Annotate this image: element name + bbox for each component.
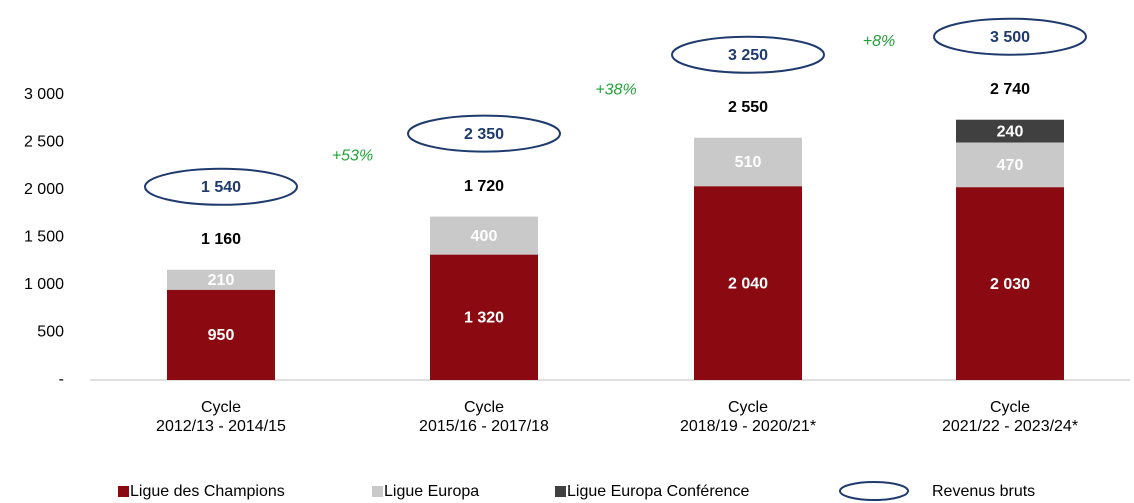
data-label: 510 xyxy=(735,154,762,171)
bar-segment xyxy=(956,119,1064,143)
y-tick-label: 1 500 xyxy=(24,229,64,246)
legend-label: Ligue Europa Conférence xyxy=(567,483,749,500)
bar-segment xyxy=(956,187,1064,380)
total-label: 2 740 xyxy=(990,81,1030,98)
x-tick-label: Cycle xyxy=(464,399,504,416)
x-tick-label: 2015/16 - 2017/18 xyxy=(419,418,549,435)
data-label: 470 xyxy=(997,157,1024,174)
gross-oval xyxy=(144,167,298,206)
gross-label: 2 350 xyxy=(464,126,504,143)
legend-oval xyxy=(839,481,909,501)
y-tick-label: 3 000 xyxy=(24,86,64,103)
y-tick-label: 2 500 xyxy=(24,134,64,151)
data-label: 950 xyxy=(208,327,235,344)
x-tick-label: Cycle xyxy=(990,399,1030,416)
bar-segment xyxy=(430,254,538,380)
data-label: 2 040 xyxy=(728,275,768,292)
x-tick-label: 2012/13 - 2014/15 xyxy=(156,418,286,435)
legend-swatch xyxy=(555,486,566,497)
gross-label: 3 250 xyxy=(728,47,768,64)
data-label: 1 320 xyxy=(464,310,504,327)
data-label: 2 030 xyxy=(990,276,1030,293)
legend-swatch xyxy=(372,486,383,497)
y-tick-label: - xyxy=(59,371,64,388)
bar-segment xyxy=(167,269,275,290)
gross-label: 3 500 xyxy=(990,29,1030,46)
x-tick-label: 2018/19 - 2020/21* xyxy=(680,418,816,435)
legend-label: Revenus bruts xyxy=(932,483,1035,500)
total-label: 2 550 xyxy=(728,99,768,116)
legend-swatch xyxy=(118,486,129,497)
data-label: 240 xyxy=(997,123,1024,140)
gross-oval xyxy=(407,114,561,153)
y-tick-label: 500 xyxy=(37,324,64,341)
data-label: 400 xyxy=(471,228,498,245)
gross-oval xyxy=(933,17,1087,56)
x-tick-label: Cycle xyxy=(728,399,768,416)
x-tick-label: 2021/22 - 2023/24* xyxy=(942,418,1078,435)
legend-label: Ligue Europa xyxy=(384,483,479,500)
bar-segment xyxy=(956,142,1064,188)
legend-label: Ligue des Champions xyxy=(130,483,285,500)
total-label: 1 160 xyxy=(201,231,241,248)
x-tick-label: Cycle xyxy=(201,399,241,416)
y-tick-label: 2 000 xyxy=(24,181,64,198)
bar-segment xyxy=(430,216,538,255)
bar-segment xyxy=(694,186,802,380)
data-label: 210 xyxy=(208,272,235,289)
bar-segment xyxy=(694,137,802,187)
bar-segment xyxy=(167,289,275,380)
gross-oval xyxy=(671,35,825,74)
growth-annotation: +53% xyxy=(332,147,373,164)
growth-annotation: +38% xyxy=(595,81,636,98)
growth-annotation: +8% xyxy=(863,33,895,50)
total-label: 1 720 xyxy=(464,178,504,195)
gross-label: 1 540 xyxy=(201,179,241,196)
y-tick-label: 1 000 xyxy=(24,276,64,293)
